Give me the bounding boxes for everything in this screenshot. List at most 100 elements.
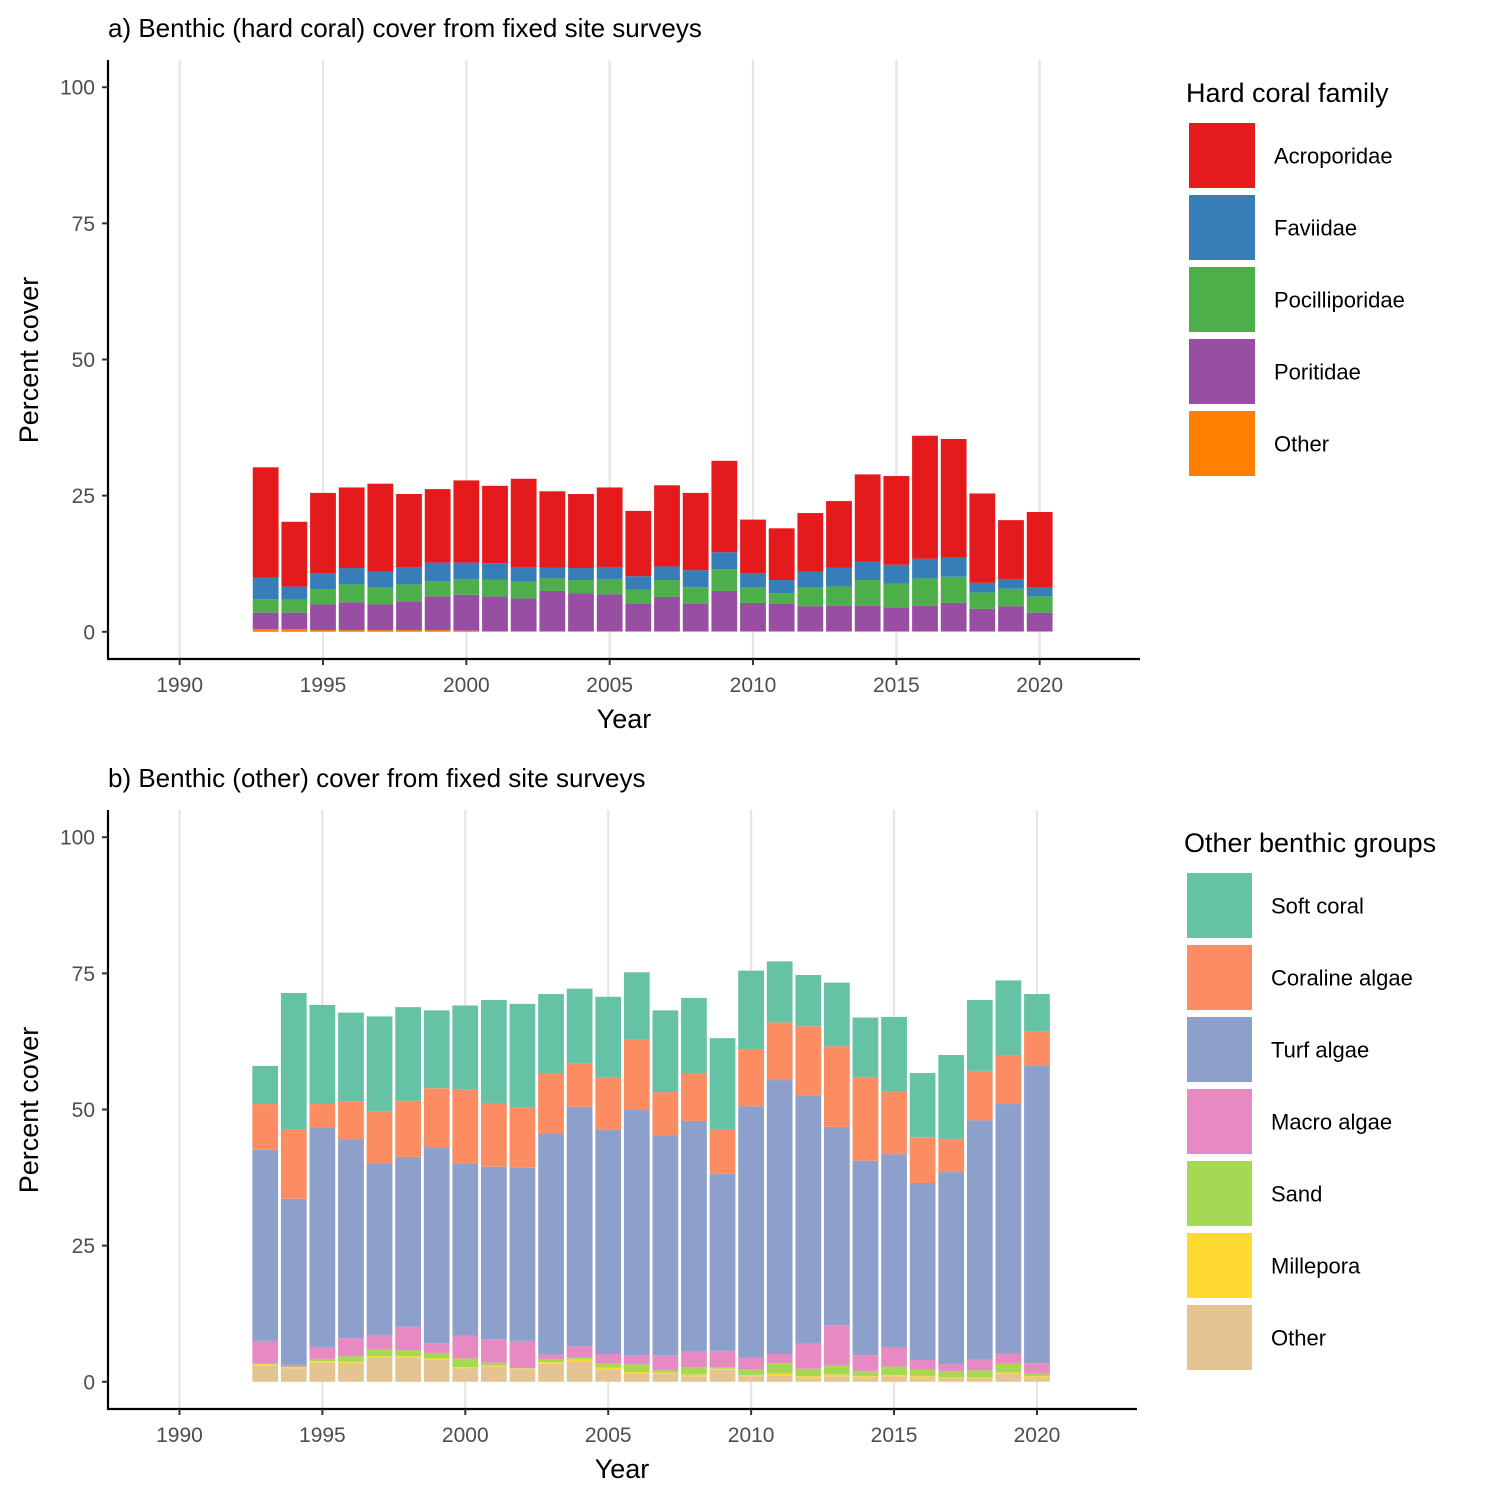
panel-a-bar-acroporidae-2012 [797, 513, 824, 572]
panel-b-bar-sand-2003 [538, 1359, 564, 1363]
panel-a-bar-pocilliporidae-2011 [768, 593, 795, 605]
panel-b-bar-soft-coral-2011 [766, 961, 793, 1023]
panel-a-bar-acroporidae-1993 [252, 467, 279, 578]
panel-a-bar-pocilliporidae-2004 [568, 580, 594, 594]
panel-a-bar-acroporidae-1996 [338, 487, 365, 569]
panel-b-bar-millepora-2011 [766, 1373, 793, 1376]
panel-a-bar-pocilliporidae-1995 [310, 589, 336, 605]
panel-a-bar-acroporidae-2003 [539, 491, 566, 568]
panel-a-bar-acroporidae-1994 [281, 521, 308, 587]
panel-a-bar-pocilliporidae-2005 [596, 578, 623, 595]
panel-b-legend-swatch-turf-algae [1187, 1017, 1252, 1082]
panel-b-bar-macro-algae-1995 [309, 1346, 336, 1359]
panel-b-bar-coraline-algae-2012 [795, 1026, 822, 1096]
panel-b-legend-swatch-millepora [1187, 1233, 1252, 1298]
panel-b-bar-coraline-algae-2009 [709, 1129, 736, 1174]
panel-a-bar-faviidae-1999 [424, 562, 451, 582]
panel-a-bar-other-2005 [596, 631, 623, 632]
panel-b-bar-coraline-algae-2014 [852, 1077, 879, 1161]
panel-b-bar-turf-algae-2002 [509, 1167, 536, 1341]
panel-b-bar-turf-algae-1994 [280, 1198, 307, 1365]
panel-a-bar-acroporidae-2008 [682, 492, 709, 571]
panel-b-bar-soft-coral-1997 [366, 1016, 393, 1112]
panel-b-y-tick-label: 100 [60, 827, 95, 850]
panel-a-bar-pocilliporidae-2013 [826, 586, 852, 606]
panel-b-x-tick-label: 1990 [156, 1424, 203, 1447]
panel-a-bar-poritidae-1995 [310, 604, 336, 631]
panel-b-bar-turf-algae-2020 [1024, 1065, 1050, 1364]
panel-b-x-ticks: 1990 1995 2000 2005 2010 2015 2020 [156, 1409, 1060, 1447]
panel-a-bar-poritidae-2013 [826, 605, 852, 632]
panel-b-bar-millepora-2008 [681, 1374, 707, 1377]
panel-b-legend-label-sand: Sand [1271, 1182, 1322, 1207]
panel-b-bar-macro-algae-1994 [280, 1364, 307, 1367]
panel-a-bar-pocilliporidae-2017 [940, 576, 967, 603]
panel-a-bar-acroporidae-1995 [310, 492, 336, 573]
panel-a-bar-pocilliporidae-2012 [797, 587, 824, 607]
panel-b-bar-soft-coral-2014 [852, 1017, 879, 1078]
panel-b-bar-other-2007 [652, 1373, 679, 1382]
panel-b-bar-millepora-2003 [538, 1362, 564, 1364]
panel-b-bar-coraline-algae-2003 [538, 1073, 564, 1135]
panel-a-x-tick-label: 2015 [873, 674, 920, 697]
panel-b-bar-other-1993 [252, 1365, 279, 1382]
panel-b-bar-millepora-2002 [509, 1368, 536, 1370]
panel-b-bar-other-2002 [509, 1369, 536, 1382]
panel-b-bar-soft-coral-2013 [824, 982, 850, 1047]
panel-b-bar-sand-2017 [938, 1370, 965, 1378]
panel-b-legend-swatch-coraline-algae [1187, 945, 1252, 1010]
panel-b-bar-other-2019 [995, 1373, 1022, 1382]
panel-a-bar-other-2010 [740, 631, 766, 632]
panel-a-bar-poritidae-1993 [252, 612, 279, 630]
panel-a-bar-poritidae-2016 [912, 605, 938, 632]
panel-a-bars [252, 435, 1053, 632]
panel-a-bar-other-2009 [711, 631, 738, 632]
panel-b-bar-sand-1996 [338, 1356, 364, 1362]
panel-a-x-tick-label: 2010 [730, 674, 777, 697]
panel-b-bar-other-2011 [766, 1375, 793, 1382]
panel-a-bar-pocilliporidae-2016 [912, 578, 938, 606]
panel-b-bar-millepora-2001 [481, 1365, 507, 1367]
panel-a-bar-poritidae-2005 [596, 594, 623, 632]
panel-b-bar-other-1995 [309, 1362, 336, 1382]
panel-a-legend-label-acroporidae: Acroporidae [1274, 144, 1393, 169]
panel-a-bar-faviidae-2004 [568, 568, 594, 581]
panel-b-bar-coraline-algae-2005 [595, 1077, 622, 1130]
panel-a-bar-faviidae-2014 [854, 561, 881, 581]
panel-b-bar-soft-coral-2002 [509, 1003, 536, 1108]
panel-b-bar-coraline-algae-2002 [509, 1107, 536, 1168]
panel-b-bar-coraline-algae-2004 [566, 1063, 593, 1107]
panel-b-bar-coraline-algae-1999 [423, 1088, 450, 1148]
panel-b-bar-soft-coral-2020 [1024, 994, 1050, 1032]
panel-b-bar-soft-coral-2017 [938, 1055, 965, 1139]
panel-a-y-tick-label: 75 [72, 213, 95, 236]
panel-b-bar-sand-2016 [909, 1369, 936, 1377]
panel-a-y-tick-label: 50 [72, 349, 95, 372]
panel-b-bar-other-2001 [481, 1366, 507, 1382]
panel-a-bar-acroporidae-2015 [883, 476, 910, 565]
panel-b-bar-millepora-1995 [309, 1361, 336, 1363]
panel-b-bar-sand-2011 [766, 1363, 793, 1374]
panel-a-bar-poritidae-2011 [768, 604, 795, 632]
panel-a-bar-faviidae-2015 [883, 564, 910, 584]
panel-b-bar-turf-algae-2003 [538, 1134, 564, 1355]
panel-a-bar-faviidae-2016 [912, 558, 938, 579]
panel-b-bar-soft-coral-2015 [881, 1016, 907, 1092]
panel-a-x-tick-label: 2005 [586, 674, 633, 697]
panel-a-bar-acroporidae-2006 [625, 510, 652, 577]
panel-b-bar-turf-algae-2012 [795, 1095, 822, 1344]
panel-b: b) Benthic (other) cover from fixed site… [14, 763, 1436, 1484]
panel-a-bar-poritidae-2004 [568, 593, 594, 632]
panel-b-bar-soft-coral-2000 [452, 1005, 479, 1090]
panel-a-bar-other-2015 [883, 631, 910, 632]
panel-a-legend-label-poritidae: Poritidae [1274, 360, 1361, 385]
panel-b-bar-sand-2002 [509, 1368, 536, 1369]
panel-b-bar-turf-algae-2014 [852, 1160, 879, 1356]
panel-a-legend-swatch-other [1189, 411, 1255, 476]
panel-a-bar-faviidae-1997 [367, 571, 394, 588]
panel-a-x-tick-label: 1990 [156, 674, 203, 697]
panel-b-legend-label-other: Other [1271, 1326, 1326, 1351]
panel-b-bar-other-2003 [538, 1363, 564, 1382]
panel-b-bar-macro-algae-2020 [1024, 1363, 1050, 1374]
